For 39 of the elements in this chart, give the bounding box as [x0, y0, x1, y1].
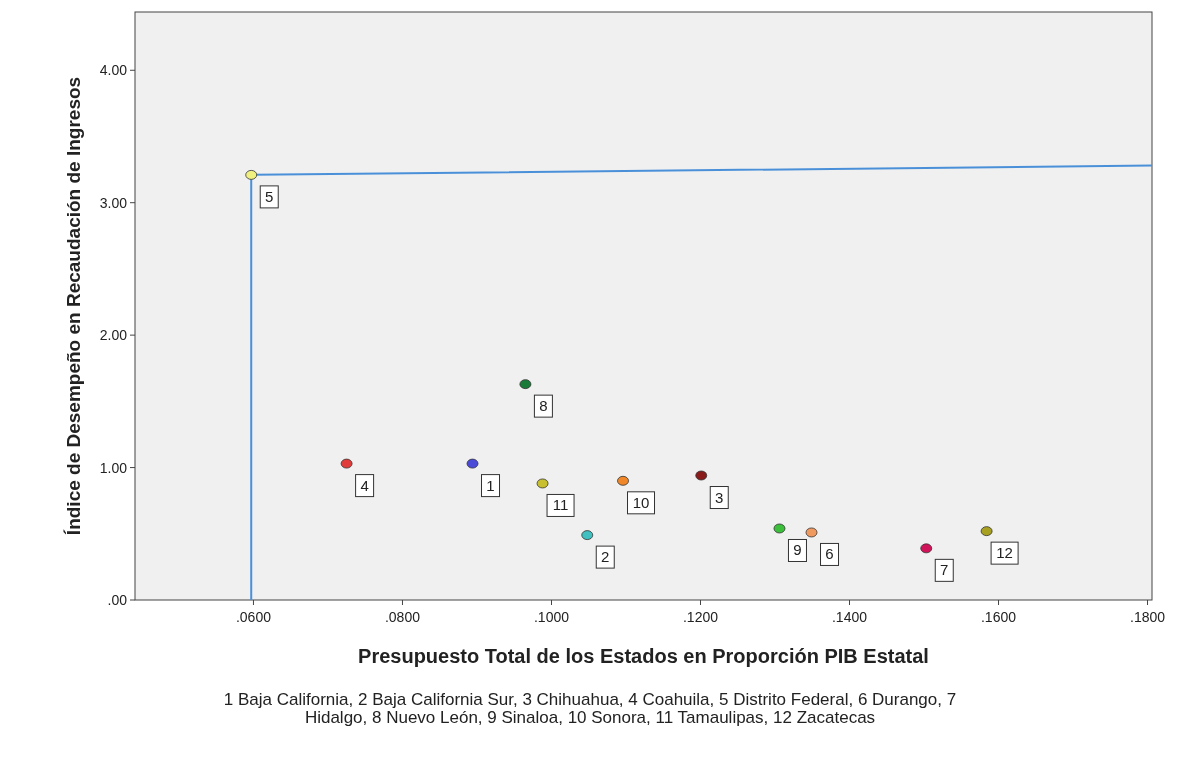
text: 1 Baja California, 2 Baja California Sur, 3 Chihuahua, 4 Coahuila, 5 Distrito Federal, 6 Durango, 7 Hidalgo, 8 Nuevo León, 9 Sinaloa, 10 Sonora, 11 Tamaulipas, 12 Zacatecas — [223, 690, 957, 727]
point — [536, 478, 549, 489]
x-tick-label: .1600 — [981, 609, 1017, 625]
point — [245, 169, 258, 180]
annotation: 12 — [996, 544, 1013, 562]
annotation: 3 — [715, 488, 724, 506]
point — [920, 543, 933, 554]
y-tick-label: 2.00 — [99, 327, 128, 344]
point — [617, 475, 629, 486]
point — [980, 526, 993, 537]
annotation: 10 — [632, 493, 650, 511]
y-tick-label: .00 — [107, 592, 128, 608]
annotation: 11 — [552, 496, 569, 514]
point — [773, 523, 786, 534]
x-tick-label: .1200 — [682, 609, 719, 625]
y-axis-title: Índice de Desempeño en Recaudación de Ingresos — [63, 76, 84, 536]
annotation: 8 — [539, 397, 548, 415]
x-axis-title: Presupuesto Total de los Estados en Proporción PIB Estatal — [358, 645, 929, 667]
x-tick-label: .1800 — [1130, 609, 1166, 625]
point — [805, 527, 818, 538]
point — [519, 379, 532, 390]
point — [695, 470, 708, 481]
point — [340, 458, 353, 469]
point — [581, 530, 594, 541]
x-tick-label: .1000 — [533, 609, 570, 625]
annotation: 5 — [265, 187, 274, 205]
x-tick-label: .0600 — [235, 609, 272, 625]
y-tick-label: 1.00 — [99, 459, 128, 476]
annotation: 2 — [601, 548, 610, 566]
annotation: 4 — [360, 476, 369, 494]
annotation: 1 — [486, 476, 495, 494]
x-tick-label: .0800 — [384, 609, 421, 625]
annotation: 7 — [940, 561, 949, 579]
y-tick-label: 4.00 — [99, 62, 128, 79]
annotation: 9 — [793, 541, 802, 559]
x-tick-label: .1400 — [831, 609, 868, 625]
annotation: 6 — [825, 545, 834, 563]
point — [466, 458, 479, 469]
y-tick-label: 3.00 — [99, 194, 128, 211]
